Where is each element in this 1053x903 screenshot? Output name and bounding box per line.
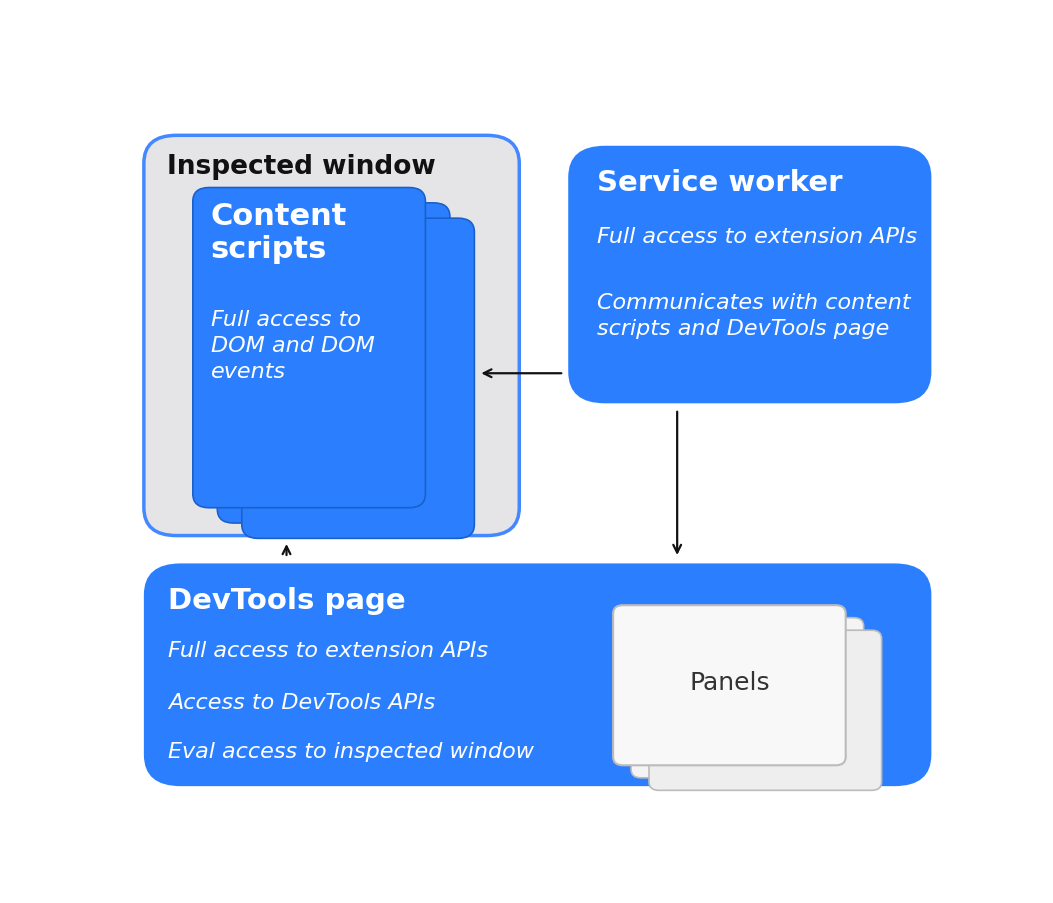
FancyBboxPatch shape <box>649 630 881 790</box>
Text: Panels: Panels <box>689 670 770 694</box>
FancyBboxPatch shape <box>631 618 863 778</box>
Text: Full access to extension APIs: Full access to extension APIs <box>168 640 489 660</box>
Text: Inspected window: Inspected window <box>166 154 436 180</box>
Text: Full access to
DOM and DOM
events: Full access to DOM and DOM events <box>211 310 375 381</box>
FancyBboxPatch shape <box>242 219 475 539</box>
Text: Access to DevTools APIs: Access to DevTools APIs <box>168 693 436 712</box>
Text: Content
scripts: Content scripts <box>211 202 347 264</box>
FancyBboxPatch shape <box>144 563 932 787</box>
Text: Service worker: Service worker <box>597 169 842 197</box>
FancyBboxPatch shape <box>193 189 425 508</box>
Text: DevTools page: DevTools page <box>168 586 406 614</box>
FancyBboxPatch shape <box>217 203 450 524</box>
FancyBboxPatch shape <box>144 136 519 536</box>
Text: Eval access to inspected window: Eval access to inspected window <box>168 741 534 761</box>
Text: Communicates with content
scripts and DevTools page: Communicates with content scripts and De… <box>597 293 911 338</box>
Text: Full access to extension APIs: Full access to extension APIs <box>597 227 917 247</box>
FancyBboxPatch shape <box>613 606 846 766</box>
FancyBboxPatch shape <box>569 146 932 404</box>
